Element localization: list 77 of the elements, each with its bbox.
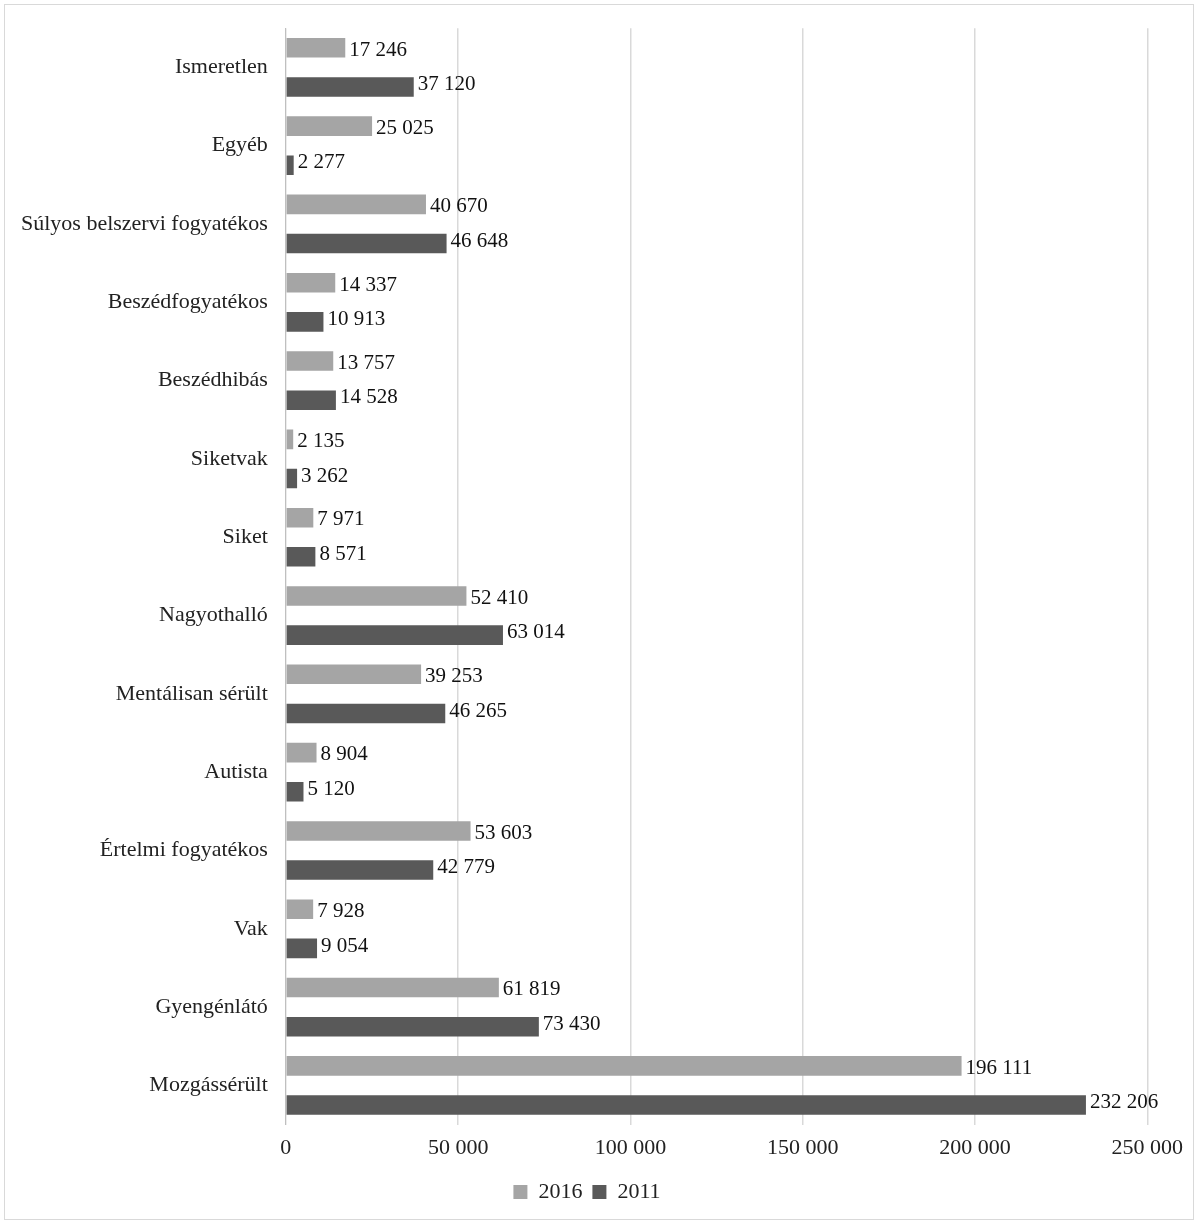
data-label: 25 025 [376, 114, 434, 139]
data-label: 39 253 [425, 663, 483, 688]
bar [286, 821, 471, 841]
bar [286, 116, 373, 136]
bar [286, 507, 314, 528]
bar [286, 351, 334, 371]
x-tick-label: 200 000 [939, 1133, 1011, 1159]
y-tick-label: Beszédhibás [157, 366, 268, 392]
y-tick-label: Értelmi fogyatékos [99, 836, 268, 862]
y-tick-label: Siket [222, 523, 268, 549]
legend-label: 2011 [617, 1177, 661, 1203]
bar [286, 547, 316, 567]
data-label: 5 120 [307, 775, 355, 800]
x-tick-label: 150 000 [766, 1133, 839, 1159]
y-tick-label: Nagyothalló [159, 601, 268, 627]
data-label: 14 337 [339, 271, 397, 296]
y-tick-label: Mozgássérült [149, 1071, 268, 1097]
data-label: 17 246 [349, 36, 408, 61]
bar [286, 1056, 962, 1076]
bar [286, 586, 467, 606]
data-label: 14 528 [339, 384, 398, 409]
data-label: 46 265 [449, 697, 508, 722]
bar [286, 233, 447, 254]
data-label: 9 054 [321, 932, 369, 957]
bar [286, 1016, 539, 1037]
data-label: 13 757 [337, 349, 395, 374]
bar [286, 1095, 1086, 1115]
bar [286, 155, 294, 176]
bar [286, 899, 314, 920]
data-label: 232 206 [1089, 1089, 1159, 1114]
bar [286, 781, 304, 802]
x-tick-label: 0 [280, 1133, 292, 1159]
x-tick-label: 100 000 [594, 1133, 667, 1159]
y-tick-label: Autista [204, 757, 269, 783]
y-tick-label: Siketvak [190, 444, 268, 470]
data-label: 63 014 [506, 619, 566, 644]
bar [286, 860, 434, 880]
y-tick-label: Ismeretlen [174, 53, 268, 79]
x-tick-label: 50 000 [427, 1133, 489, 1159]
bar [286, 468, 298, 489]
y-tick-label: Vak [233, 914, 268, 940]
bar [286, 312, 324, 332]
data-label: 40 670 [429, 193, 488, 218]
x-tick-label: 250 000 [1111, 1133, 1183, 1159]
y-tick-label: Mentálisan sérült [115, 679, 268, 705]
data-label: 53 603 [474, 819, 533, 844]
bar [286, 625, 503, 645]
data-label: 196 111 [965, 1054, 1033, 1079]
data-label: 10 913 [327, 306, 386, 331]
data-label: 2 135 [297, 428, 345, 453]
data-label: 61 819 [502, 976, 561, 1001]
data-label: 7 971 [317, 506, 365, 531]
bar [286, 77, 414, 97]
bar [286, 272, 336, 293]
legend-label: 2016 [538, 1177, 583, 1203]
bar [286, 703, 446, 724]
bar [286, 37, 346, 58]
data-label: 8 904 [320, 741, 369, 766]
y-tick-label: Gyengénlátó [155, 992, 268, 1018]
bar [286, 742, 317, 763]
data-label: 37 120 [417, 71, 476, 96]
data-label: 7 928 [317, 898, 365, 923]
y-tick-label: Beszédfogyatékos [107, 288, 268, 314]
data-label: 73 430 [542, 1010, 601, 1035]
bar [286, 938, 318, 959]
bar [286, 194, 426, 215]
bar [286, 664, 422, 685]
data-label: 46 648 [450, 227, 509, 252]
data-label: 2 277 [297, 149, 345, 174]
y-tick-label: Súlyos belszervi fogyatékos [20, 209, 268, 235]
data-label: 3 262 [301, 462, 349, 487]
data-label: 42 779 [437, 854, 495, 879]
bar [286, 977, 499, 998]
data-label: 8 571 [319, 541, 367, 566]
y-tick-label: Egyéb [211, 131, 268, 157]
data-label: 52 410 [470, 584, 529, 609]
bar [286, 390, 336, 410]
